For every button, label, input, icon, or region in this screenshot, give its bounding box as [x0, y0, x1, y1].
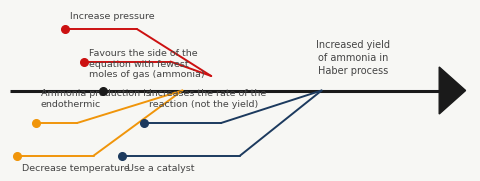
Text: Use a catalyst: Use a catalyst: [127, 164, 195, 173]
Text: Ammonia production is
endothermic: Ammonia production is endothermic: [41, 89, 151, 109]
Text: Increased yield
of ammonia in
Haber process: Increased yield of ammonia in Haber proc…: [316, 40, 390, 76]
Text: Increase pressure: Increase pressure: [70, 12, 154, 21]
Text: Increases the rate of the
reaction (not the yield): Increases the rate of the reaction (not …: [149, 89, 266, 109]
Text: Favours the side of the
equation with fewest
moles of gas (ammonia): Favours the side of the equation with fe…: [89, 49, 204, 79]
Text: Decrease temperature: Decrease temperature: [22, 164, 129, 173]
Polygon shape: [439, 67, 466, 114]
